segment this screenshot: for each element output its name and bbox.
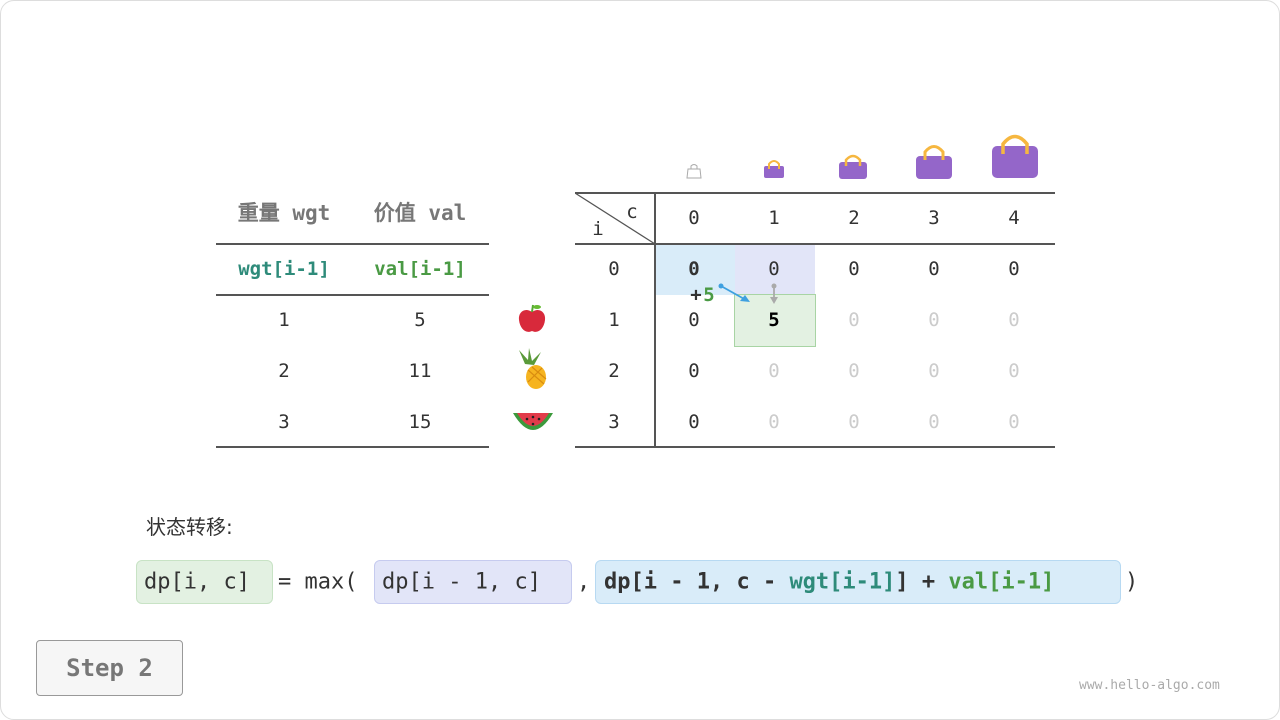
col-header: 2 bbox=[848, 207, 860, 229]
pineapple-icon bbox=[519, 348, 547, 389]
row-header: 1 bbox=[608, 309, 620, 331]
item-value: 11 bbox=[408, 360, 432, 382]
dp-cell: 0 bbox=[1008, 360, 1020, 382]
arrow-label-plus: + bbox=[690, 284, 702, 306]
divider bbox=[575, 192, 1055, 194]
subheader-val: val[i-1] bbox=[374, 258, 466, 280]
item-value: 5 bbox=[414, 309, 426, 331]
divider bbox=[216, 243, 489, 245]
dp-cell: 0 bbox=[848, 258, 860, 280]
dp-cell: 0 bbox=[1008, 309, 1020, 331]
col-header: 0 bbox=[688, 207, 700, 229]
row-header: 2 bbox=[608, 360, 620, 382]
bag-capacity-0-icon bbox=[686, 164, 702, 179]
item-weight: 3 bbox=[278, 411, 290, 433]
corner-diagonal bbox=[575, 193, 655, 245]
dp-cell: 0 bbox=[928, 411, 940, 433]
dp-cell: 0 bbox=[1008, 411, 1020, 433]
apple-icon bbox=[518, 304, 546, 332]
opt2-wgt: wgt[i-1] bbox=[789, 569, 896, 595]
formula-close: ) bbox=[1125, 569, 1139, 595]
transition-arrows bbox=[718, 283, 778, 304]
col-header: 3 bbox=[928, 207, 940, 229]
dp-cell: 0 bbox=[768, 411, 780, 433]
col-header: 4 bbox=[1008, 207, 1020, 229]
bag-capacity-1-icon bbox=[764, 160, 784, 178]
opt2-val: val[i-1] bbox=[948, 569, 1055, 595]
row-header: 0 bbox=[608, 258, 620, 280]
dp-cell: 0 bbox=[688, 360, 700, 382]
dp-cell: 5 bbox=[768, 309, 780, 331]
formula-eq: = max( bbox=[278, 569, 358, 595]
divider bbox=[575, 446, 1055, 448]
option2-box bbox=[595, 560, 1121, 604]
opt2-part-a: dp[i - 1, c - bbox=[604, 569, 790, 595]
item-value: 15 bbox=[408, 411, 432, 433]
bag-capacity-4-icon bbox=[992, 134, 1038, 178]
dp-cell: 0 bbox=[688, 309, 700, 331]
divider bbox=[216, 294, 489, 296]
dp-cell: 0 bbox=[768, 360, 780, 382]
formula-comma: , bbox=[577, 569, 591, 595]
arrow-label-value: 5 bbox=[703, 284, 715, 306]
header-weight: 重量 wgt bbox=[237, 201, 331, 225]
header-value: 价值 val bbox=[373, 201, 467, 225]
dp-cell: 0 bbox=[848, 309, 860, 331]
dp-cell: 0 bbox=[928, 309, 940, 331]
dp-cell: 0 bbox=[848, 411, 860, 433]
dp-cell: 0 bbox=[928, 258, 940, 280]
dp-cell: 0 bbox=[688, 411, 700, 433]
corner-row-label: i bbox=[592, 218, 604, 240]
option1-box bbox=[374, 560, 572, 604]
divider bbox=[216, 446, 489, 448]
step-button[interactable]: Step 2 bbox=[36, 640, 183, 696]
item-weight: 1 bbox=[278, 309, 290, 331]
divider bbox=[654, 192, 656, 447]
row-header: 3 bbox=[608, 411, 620, 433]
dp-cell: 0 bbox=[928, 360, 940, 382]
lhs-box bbox=[136, 560, 273, 604]
corner-col-label: c bbox=[626, 201, 638, 223]
formula-label: 状态转移: bbox=[146, 515, 233, 539]
dp-cell: 0 bbox=[848, 360, 860, 382]
bag-capacity-3-icon bbox=[916, 145, 952, 179]
dp-cell: 0 bbox=[768, 258, 780, 280]
formula-opt1: dp[i - 1, c] bbox=[382, 569, 541, 595]
dp-cell: 0 bbox=[1008, 258, 1020, 280]
divider bbox=[575, 243, 1055, 245]
item-weight: 2 bbox=[278, 360, 290, 382]
bag-capacity-2-icon bbox=[839, 154, 867, 179]
formula-lhs: dp[i, c] bbox=[144, 569, 250, 595]
dp-cell: 0 bbox=[688, 258, 700, 280]
highlight-current-cell bbox=[734, 294, 816, 347]
subheader-wgt: wgt[i-1] bbox=[238, 258, 330, 280]
opt2-part-b: ] + bbox=[895, 569, 949, 595]
watermelon-icon bbox=[513, 413, 553, 430]
col-header: 1 bbox=[768, 207, 780, 229]
watermark: www.hello-algo.com bbox=[1079, 678, 1220, 693]
formula-opt2: dp[i - 1, c - wgt[i-1]] + val[i-1] bbox=[604, 570, 1054, 595]
